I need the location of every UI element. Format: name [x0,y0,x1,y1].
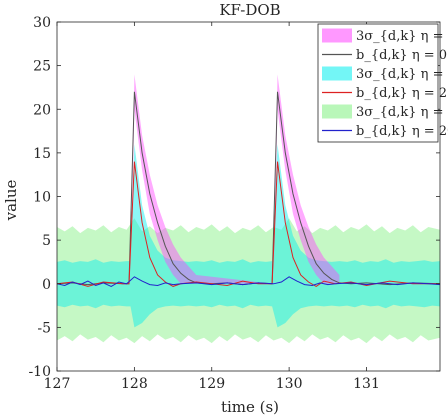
series-5-band [57,218,440,344]
y-tick-label-1: -5 [37,320,51,336]
legend: 3σ_{d,k} η = 0 b_{d,k} η = 0 3σ_{d,k} η = … [317,23,448,143]
series-3-band [57,144,440,328]
legend-label-1: 3σ_{d,k} η = 0 [356,29,448,44]
y-tick-label-2: 0 [42,277,51,293]
legend-swatch-3 [322,66,352,81]
y-tick-label-8: 30 [33,15,51,31]
y-tick-label-6: 20 [33,102,51,118]
y-tick-label-5: 15 [33,146,51,162]
x-axis-label: time (s) [221,398,279,416]
x-tick-label-4: 131 [353,376,380,392]
series-6-line [57,276,440,287]
y-tick-label-7: 25 [33,59,51,75]
legend-label-6: b_{d,k} η = 20 [356,124,448,139]
y-axis-label: value [2,180,20,222]
legend-label-3: 3σ_{d,k} η = 2 [356,67,448,82]
y-tick-label-4: 10 [33,190,51,206]
legend-label-2: b_{d,k} η = 0 [356,48,447,63]
x-tick-label-1: 128 [121,376,148,392]
legend-label-4: b_{d,k} η = 2 [356,86,447,101]
legend-label-5: 3σ_{d,k} η = 20 [356,105,448,120]
legend-swatch-1 [322,28,352,43]
x-tick-label-2: 129 [198,376,225,392]
x-tick-label-3: 130 [276,376,303,392]
legend-swatch-5 [322,104,352,119]
y-tick-label-0: -10 [28,364,51,380]
legend-box [317,23,439,143]
y-tick-label-3: 5 [42,233,51,249]
chart-title: KF-DOB [219,1,280,19]
x-tick-label-0: 127 [44,376,71,392]
plot-area [57,74,440,344]
series-1-band [130,74,340,284]
